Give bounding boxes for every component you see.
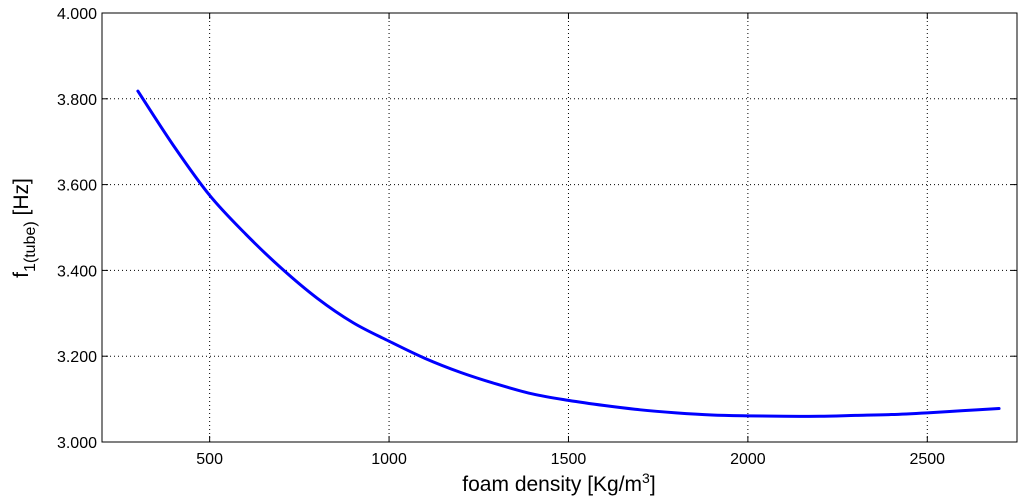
- y-tick-label: 3.000: [57, 435, 97, 452]
- x-axis-title-end: ]: [650, 473, 656, 496]
- y-axis-title-subscript: 1(tube): [22, 221, 39, 272]
- x-axis-title: foam density [Kg/m3]: [462, 470, 655, 496]
- axis-ticks: [102, 12, 1017, 443]
- x-axis-title-superscript: 3: [642, 470, 650, 486]
- x-tick-label: 2500: [909, 451, 945, 468]
- y-tick-label: 3.600: [57, 178, 97, 195]
- y-axis-title-end: [Hz]: [10, 178, 33, 221]
- x-tick-label: 1500: [551, 451, 587, 468]
- series-line: [136, 89, 1001, 418]
- plot-area-frame: [101, 12, 1018, 443]
- y-tick-label: 4.000: [57, 6, 97, 23]
- grid: [102, 13, 1017, 442]
- y-tick-label: 3.200: [57, 349, 97, 366]
- y-tick-labels: 3.000 3.200 3.400 3.600 3.800 4.000: [57, 6, 97, 452]
- x-tick-label: 2000: [730, 451, 766, 468]
- x-tick-label: 1000: [371, 451, 407, 468]
- y-tick-label: 3.400: [57, 263, 97, 280]
- x-tick-label: 500: [196, 451, 223, 468]
- y-axis-title: f1(tube) [Hz]: [10, 178, 39, 278]
- x-tick-labels: 500 1000 1500 2000 2500: [196, 451, 945, 468]
- y-tick-label: 3.800: [57, 92, 97, 109]
